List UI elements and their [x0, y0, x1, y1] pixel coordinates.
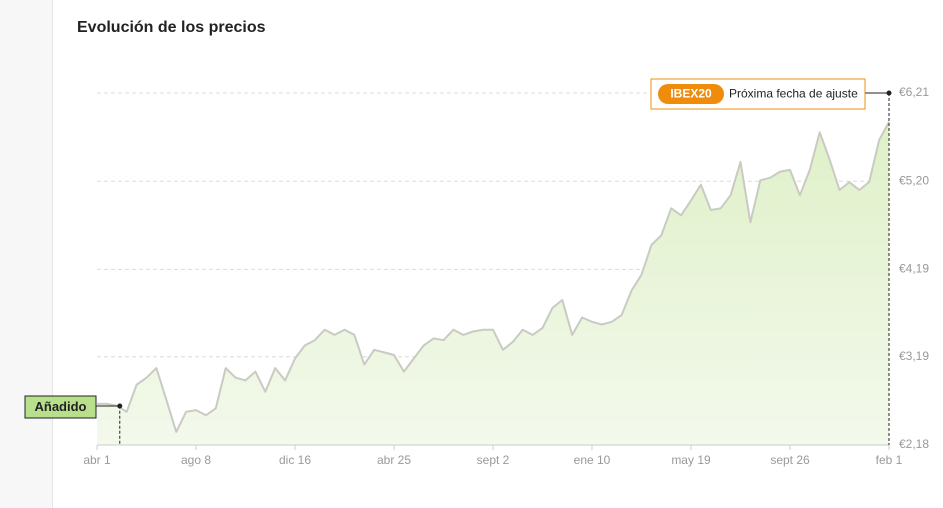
x-tick-label: ago 8: [181, 453, 211, 467]
y-tick-label: €6,21: [899, 85, 929, 99]
added-dot: [117, 403, 123, 409]
y-tick-label: €5,20: [899, 173, 929, 187]
added-box: [24, 395, 97, 419]
x-tick-label: abr 1: [83, 453, 111, 467]
badge-label: IBEX20: [670, 87, 712, 101]
x-tick-label: feb 1: [876, 453, 903, 467]
y-tick-label: €4,19: [899, 262, 929, 276]
x-tick-label: abr 25: [377, 453, 411, 467]
y-tick-label: €2,18: [899, 437, 929, 451]
x-tick-label: dic 16: [279, 453, 311, 467]
x-tick-label: sept 26: [770, 453, 810, 467]
x-tick-label: sept 2: [477, 453, 510, 467]
chart-title: Evolución de los precios: [77, 19, 266, 36]
badge: [658, 84, 724, 104]
adjust-dot: [886, 90, 892, 96]
price-line: [97, 121, 890, 433]
added-label: Añadido: [35, 399, 87, 414]
x-tick-label: ene 10: [574, 453, 611, 467]
y-tick-label: €3,19: [899, 349, 929, 363]
x-tick-label: may 19: [671, 453, 711, 467]
area: [97, 121, 889, 446]
side-panel: [0, 0, 53, 508]
adjust-label: Próxima fecha de ajuste: [729, 87, 858, 101]
